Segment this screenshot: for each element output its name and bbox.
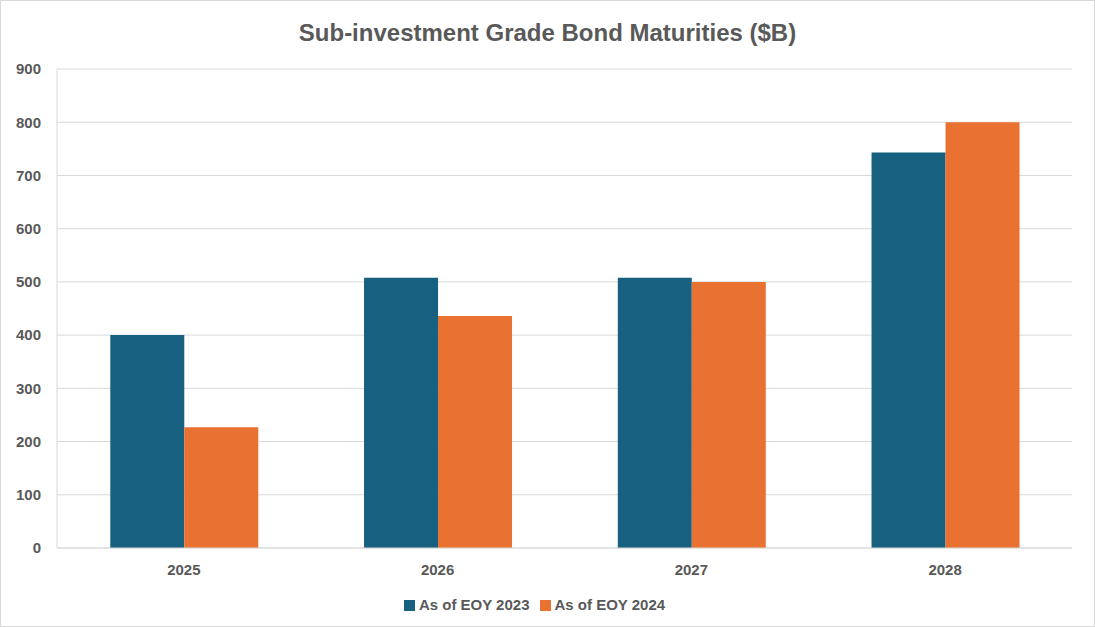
svg-text:2027: 2027 (675, 561, 708, 578)
svg-text:800: 800 (16, 114, 41, 131)
svg-text:2028: 2028 (928, 561, 961, 578)
svg-text:700: 700 (16, 167, 41, 184)
svg-text:300: 300 (16, 380, 41, 397)
svg-text:600: 600 (16, 220, 41, 237)
svg-text:200: 200 (16, 433, 41, 450)
svg-text:500: 500 (16, 273, 41, 290)
svg-text:0: 0 (33, 539, 41, 556)
html-text:As of EOY 2023: As of EOY 2023 (418, 596, 530, 613)
html-text:As of EOY 2024: As of EOY 2024 (554, 596, 666, 613)
svg-text:900: 900 (16, 60, 41, 77)
svg-text:100: 100 (16, 486, 41, 503)
html-text:Sub-investment Grade Bond Matu: Sub-investment Grade Bond Maturities ($B… (298, 19, 797, 46)
svg-text:400: 400 (16, 326, 41, 343)
svg-text:2026: 2026 (421, 561, 454, 578)
svg-text:2025: 2025 (167, 561, 200, 578)
